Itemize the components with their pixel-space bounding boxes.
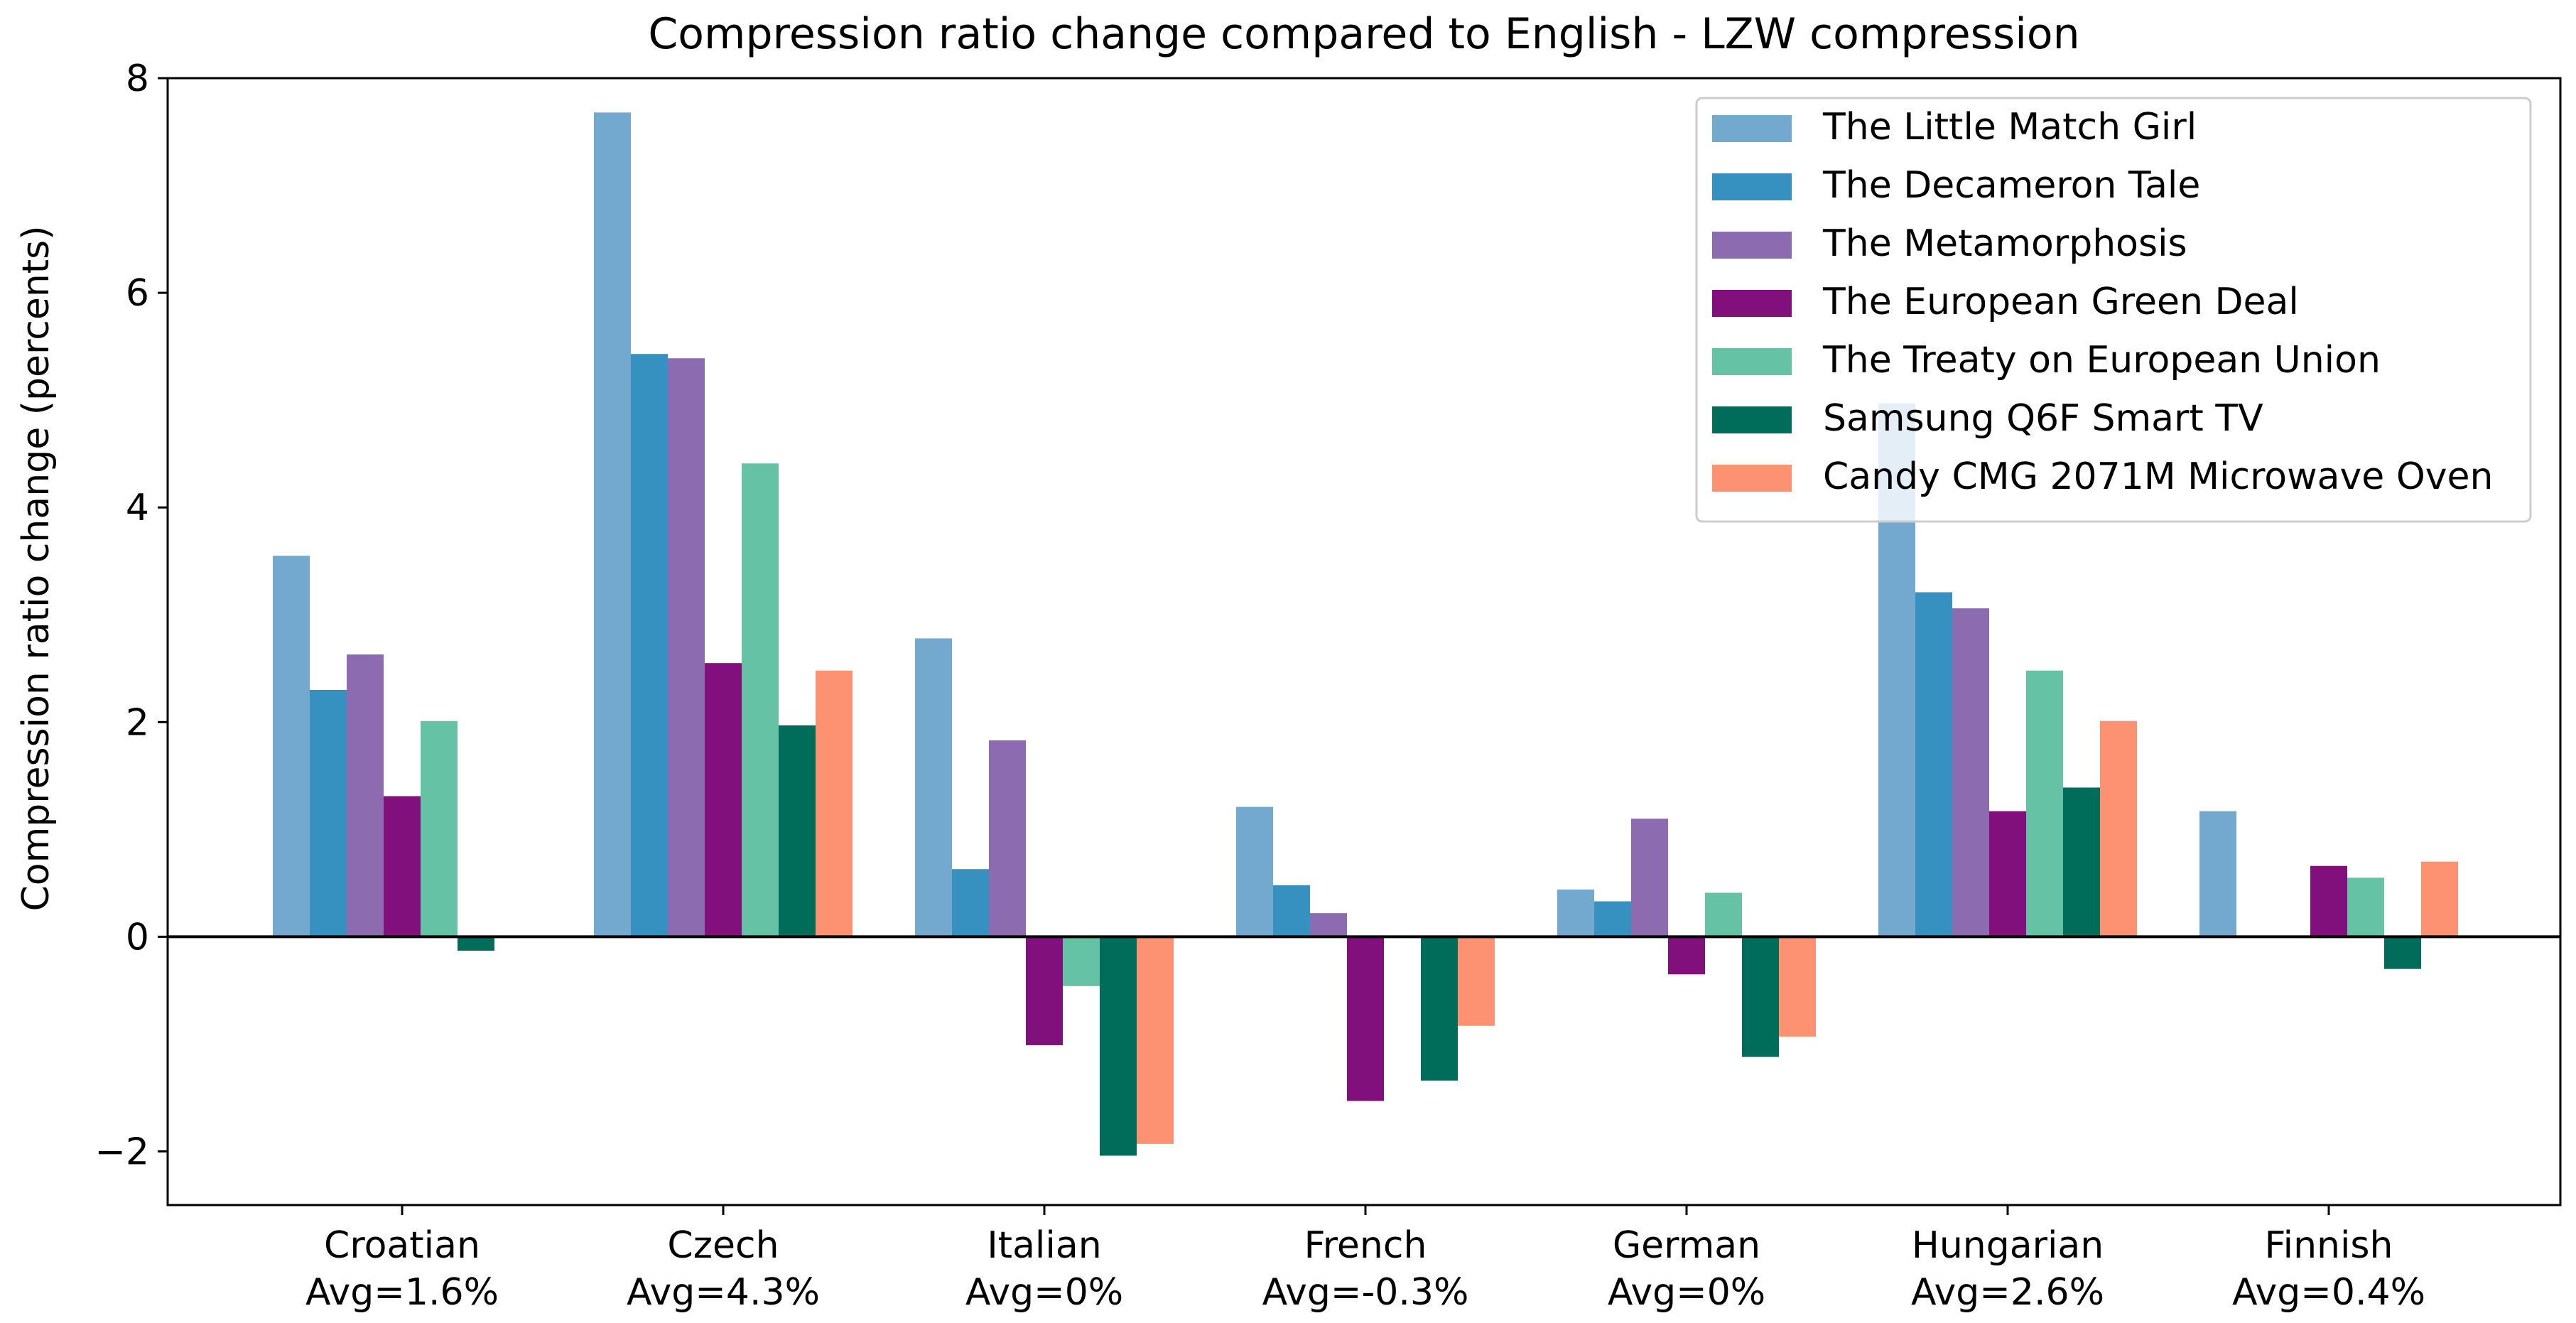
y-tick-label: −2: [94, 1130, 149, 1173]
bar: [1594, 901, 1631, 937]
x-tick-label: Finnish: [2265, 1224, 2393, 1267]
bar: [1742, 936, 1779, 1057]
bar: [1347, 936, 1384, 1101]
x-tick-label: Czech: [667, 1224, 779, 1267]
bar: [1952, 608, 1989, 937]
legend-label: Candy CMG 2071M Microwave Oven: [1823, 455, 2493, 498]
legend-label: The European Green Deal: [1822, 281, 2299, 323]
y-tick-label: 6: [126, 272, 149, 315]
bar: [1705, 892, 1742, 937]
legend-swatch: [1712, 173, 1792, 200]
bar: [631, 354, 668, 937]
bar: [1668, 936, 1705, 975]
bar: [2100, 720, 2137, 937]
legend: The Little Match Girl The Decameron Tale T…: [1695, 97, 2532, 523]
bar: [2421, 861, 2458, 937]
bar: [668, 358, 705, 937]
bar: [2310, 865, 2347, 937]
bar: [1631, 819, 1668, 937]
legend-swatch: [1712, 465, 1792, 492]
bar: [1137, 936, 1174, 1144]
bar: [1273, 885, 1310, 937]
legend-swatch: [1712, 115, 1792, 142]
x-tick-sublabel: Avg=0.4%: [2232, 1271, 2425, 1314]
bar: [1989, 811, 2026, 937]
bar: [2347, 878, 2384, 937]
bar: [952, 869, 989, 937]
bar: [1063, 936, 1100, 986]
bar: [1421, 936, 1458, 1081]
plot-frame: [166, 77, 2562, 1206]
legend-swatch: [1712, 406, 1792, 433]
x-tick-sublabel: Avg=0%: [965, 1271, 1123, 1314]
bar: [1458, 936, 1495, 1026]
x-axis: CroatianAvg=1.6%CzechAvg=4.3%ItalianAvg=…: [305, 1205, 2425, 1314]
bars-layer: [273, 112, 2458, 1156]
bar: [2026, 670, 2063, 937]
x-tick-label: Croatian: [324, 1224, 480, 1267]
bar: [2063, 787, 2100, 937]
legend-label: The Treaty on European Union: [1822, 339, 2381, 382]
bar: [989, 740, 1026, 937]
legend-label: The Metamorphosis: [1822, 222, 2187, 265]
bar: [384, 796, 421, 937]
chart-title: Compression ratio change compared to Eng…: [648, 9, 2079, 59]
x-tick-sublabel: Avg=4.3%: [627, 1271, 820, 1314]
bar: [1100, 936, 1137, 1156]
bar: [1236, 806, 1273, 937]
x-tick-label: Hungarian: [1912, 1224, 2104, 1267]
bar: [779, 725, 816, 937]
bar: [2384, 936, 2421, 969]
bar: [1779, 936, 1816, 1037]
y-tick-label: 2: [126, 701, 149, 744]
bar: [273, 556, 310, 937]
bar: [458, 936, 494, 951]
bar: [816, 670, 853, 937]
x-tick-sublabel: Avg=1.6%: [305, 1271, 499, 1314]
x-tick-sublabel: Avg=2.6%: [1911, 1271, 2104, 1314]
y-axis-label: Compression ratio change (percents): [15, 225, 58, 911]
bar: [742, 463, 779, 937]
bar: [2199, 811, 2236, 937]
x-tick-sublabel: Avg=-0.3%: [1262, 1271, 1469, 1314]
x-tick-label: German: [1613, 1224, 1760, 1267]
x-tick-label: French: [1304, 1224, 1427, 1267]
legend-swatch: [1712, 232, 1792, 259]
legend-swatch: [1712, 348, 1792, 375]
bar: [1557, 889, 1594, 937]
bar: [310, 689, 347, 937]
y-tick-label: 8: [126, 58, 149, 100]
bar: [705, 663, 742, 937]
x-tick-sublabel: Avg=0%: [1608, 1271, 1765, 1314]
bar: [1310, 913, 1347, 937]
y-axis: −2 0 2 4 6 8: [94, 58, 168, 1173]
bar: [1026, 936, 1063, 1045]
x-tick-label: Italian: [987, 1224, 1101, 1267]
legend-swatch: [1712, 290, 1792, 317]
bar: [421, 720, 458, 937]
legend-label: The Little Match Girl: [1822, 106, 2197, 148]
bar: [594, 112, 631, 937]
bar: [1915, 592, 1952, 937]
legend-box: [1695, 97, 2532, 523]
y-tick-label: 4: [126, 487, 149, 529]
legend-label: The Decameron Tale: [1822, 164, 2200, 207]
legend-label: Samsung Q6F Smart TV: [1823, 397, 2263, 440]
y-tick-label: 0: [126, 916, 149, 958]
bar: [347, 654, 384, 937]
bar: [915, 638, 952, 937]
